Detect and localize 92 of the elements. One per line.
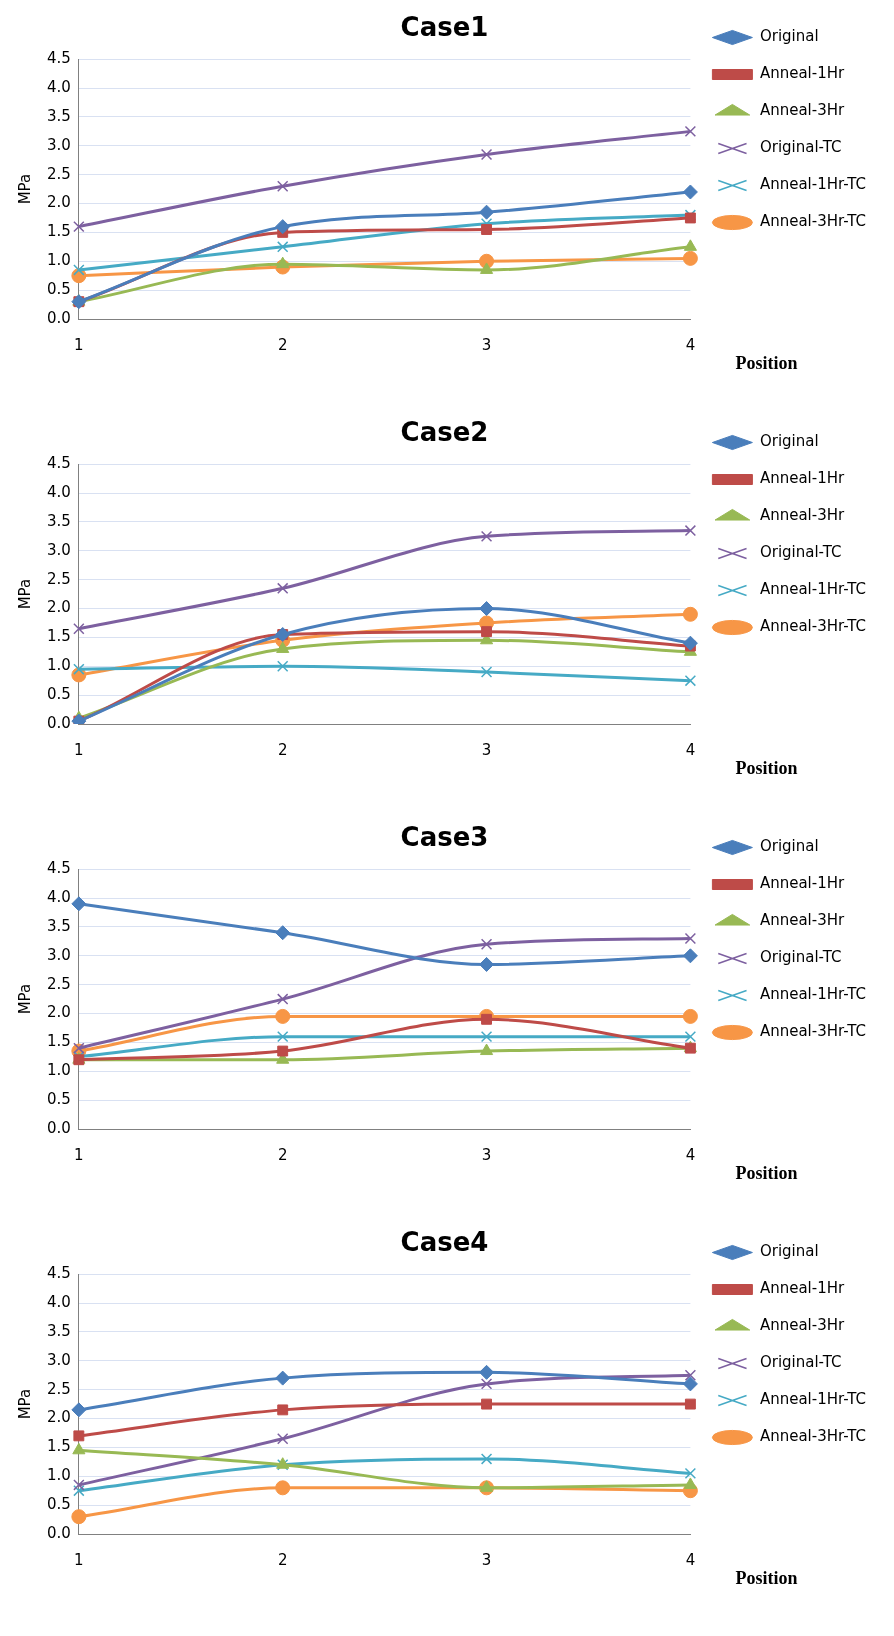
legend-label: Original-TC	[759, 138, 842, 157]
x-tick-label: 4	[685, 335, 696, 354]
x-tick-label: 1	[74, 1145, 84, 1164]
legend-label: Anneal-3Hr	[759, 1316, 845, 1335]
x-axis-title: Position	[735, 1162, 798, 1183]
y-tick-label: 1.5	[47, 222, 71, 241]
legend-label: Anneal-1Hr	[759, 874, 845, 893]
y-tick-label: 3.5	[47, 511, 71, 530]
y-tick-label: 3.0	[47, 1350, 71, 1369]
legend-label: Original	[759, 432, 819, 451]
x-tick-label: 3	[481, 335, 492, 354]
legend-label: Anneal-1Hr	[759, 64, 845, 83]
y-tick-label: 2.0	[47, 1408, 71, 1427]
y-tick-label: 4.5	[47, 49, 71, 68]
legend-label: Anneal-1Hr-TC	[759, 175, 867, 194]
x-axis-title: Position	[735, 1567, 798, 1588]
legend-label: Anneal-1Hr-TC	[759, 580, 867, 599]
x-tick-label: 1	[74, 335, 84, 354]
y-tick-label: 4.5	[47, 859, 71, 878]
x-tick-label: 2	[277, 335, 288, 354]
legend-label: Anneal-1Hr-TC	[759, 1390, 867, 1409]
y-tick-label: 3.0	[47, 135, 71, 154]
legend-label: Anneal-1Hr-TC	[759, 985, 867, 1004]
legend-label: Anneal-3Hr-TC	[759, 1022, 867, 1041]
y-tick-label: 4.0	[47, 887, 71, 906]
y-tick-label: 3.0	[47, 540, 71, 559]
y-tick-label: 2.5	[47, 164, 71, 183]
legend-label: Original-TC	[759, 1353, 842, 1372]
y-tick-label: 4.5	[47, 1264, 71, 1283]
legend-label: Anneal-3Hr	[759, 101, 845, 120]
y-tick-label: 1.5	[47, 627, 71, 646]
x-tick-label: 4	[685, 1550, 696, 1569]
y-tick-label: 2.0	[47, 1003, 71, 1022]
y-tick-label: 0.5	[47, 685, 71, 704]
x-tick-label: 1	[74, 740, 84, 759]
legend-label: Original-TC	[759, 543, 842, 562]
x-tick-label: 2	[277, 1550, 288, 1569]
legend-label: Anneal-3Hr-TC	[759, 212, 867, 231]
legend-label: Anneal-3Hr	[759, 911, 845, 930]
x-tick-label: 3	[481, 740, 492, 759]
legend-label: Anneal-3Hr-TC	[759, 1427, 867, 1446]
y-tick-label: 1.5	[47, 1032, 71, 1051]
y-tick-label: 1.5	[47, 1437, 71, 1456]
y-tick-label: 0.0	[47, 1118, 71, 1137]
x-axis-title: Position	[735, 352, 798, 373]
y-tick-label: 2.0	[47, 598, 71, 617]
y-tick-label: 0.5	[47, 1090, 71, 1109]
x-tick-label: 4	[685, 740, 696, 759]
chart-title: Case4	[400, 1227, 489, 1258]
y-tick-label: 4.0	[47, 482, 71, 501]
legend-label: Anneal-1Hr	[759, 469, 845, 488]
chart-title: Case3	[400, 822, 489, 853]
y-tick-label: 3.0	[47, 945, 71, 964]
legend-label: Original	[759, 1242, 819, 1261]
y-tick-label: 4.0	[47, 77, 71, 96]
y-tick-label: 0.5	[47, 1495, 71, 1514]
y-tick-label: 2.0	[47, 193, 71, 212]
chart-title: Case2	[400, 417, 489, 448]
y-tick-label: 3.5	[47, 106, 71, 125]
legend-label: Original	[759, 837, 819, 856]
y-tick-label: 0.0	[47, 308, 71, 327]
y-tick-label: 3.5	[47, 1321, 71, 1340]
y-tick-label: 2.5	[47, 569, 71, 588]
y-tick-label: 0.5	[47, 280, 71, 299]
y-tick-label: 0.0	[47, 713, 71, 732]
x-tick-label: 2	[277, 1145, 288, 1164]
y-tick-label: 1.0	[47, 1061, 71, 1080]
y-tick-label: 3.5	[47, 916, 71, 935]
y-axis-title: MPa	[15, 578, 34, 610]
y-axis-title: MPa	[15, 983, 34, 1015]
x-tick-label: 3	[481, 1145, 492, 1164]
y-tick-label: 4.5	[47, 454, 71, 473]
y-tick-label: 4.0	[47, 1292, 71, 1311]
y-axis-title: MPa	[15, 173, 34, 205]
y-tick-label: 1.0	[47, 656, 71, 675]
legend-label: Original	[759, 27, 819, 46]
legend-label: Anneal-3Hr	[759, 506, 845, 525]
y-tick-label: 0.0	[47, 1523, 71, 1542]
x-tick-label: 1	[74, 1550, 84, 1569]
legend-label: Anneal-3Hr-TC	[759, 617, 867, 636]
x-axis-title: Position	[735, 757, 798, 778]
y-tick-label: 2.5	[47, 974, 71, 993]
legend-label: Original-TC	[759, 948, 842, 967]
y-tick-label: 1.0	[47, 251, 71, 270]
y-tick-label: 2.5	[47, 1379, 71, 1398]
x-tick-label: 2	[277, 740, 288, 759]
chart-title: Case1	[400, 12, 489, 43]
x-tick-label: 4	[685, 1145, 696, 1164]
y-axis-title: MPa	[15, 1388, 34, 1420]
y-tick-label: 1.0	[47, 1466, 71, 1485]
x-tick-label: 3	[481, 1550, 492, 1569]
legend-label: Anneal-1Hr	[759, 1279, 845, 1298]
